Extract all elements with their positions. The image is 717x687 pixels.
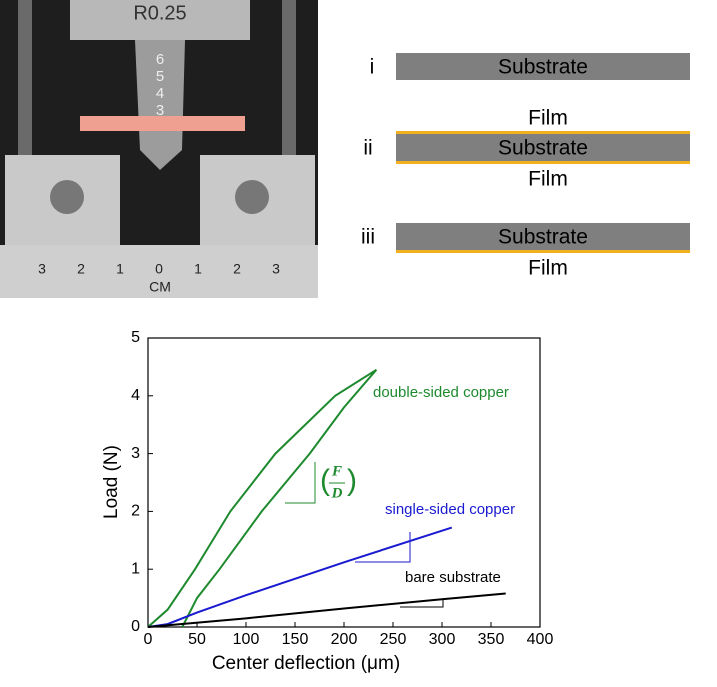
x-tick-label: 350: [478, 631, 505, 648]
slope-paren: (: [320, 464, 330, 497]
slope-numerator: F: [331, 463, 342, 479]
film: [396, 131, 690, 134]
film: [396, 161, 690, 164]
substrate: [396, 53, 690, 80]
y-tick-label: 2: [131, 503, 140, 520]
photo-screw: [50, 180, 84, 214]
photo-head: [70, 0, 250, 40]
ruler-label: 1: [194, 261, 202, 277]
y-tick-label: 5: [131, 329, 140, 346]
film-label: Film: [528, 107, 568, 130]
ruler-label: 1: [116, 261, 124, 277]
series-line: [147, 592, 506, 628]
x-tick-label: 300: [429, 631, 456, 648]
substrate-label: Substrate: [498, 56, 588, 79]
slope-denominator: D: [331, 485, 343, 501]
ruler-label: 3: [38, 261, 46, 277]
y-tick-label: 4: [131, 387, 140, 404]
photo-label: CM: [149, 279, 171, 295]
x-tick-label: 50: [188, 631, 206, 648]
x-tick-label: 200: [331, 631, 358, 648]
photo-tip: [135, 40, 185, 170]
y-tick-label: 0: [131, 618, 140, 635]
substrate: [396, 223, 690, 250]
film-label: Film: [528, 257, 568, 280]
photo-label: 5: [156, 68, 164, 85]
substrate-label: Substrate: [498, 226, 588, 249]
x-tick-label: 250: [380, 631, 407, 648]
ruler-label: 0: [155, 261, 163, 277]
diagram: i Substrate Film ii Substrate Film iii S…: [361, 53, 690, 280]
x-tick-label: 0: [144, 631, 153, 648]
y-axis-label: Load (N): [101, 445, 122, 519]
ruler-label: 2: [77, 261, 85, 277]
ruler-label: 2: [233, 261, 241, 277]
y-tick-label: 1: [131, 560, 140, 577]
layer-label: ii: [363, 137, 372, 160]
photo-screw: [235, 180, 269, 214]
photo-label: 6: [156, 51, 164, 68]
slope-triangle: [400, 600, 444, 608]
x-tick-label: 150: [282, 631, 309, 648]
substrate: [396, 134, 690, 161]
photo-label: 4: [156, 85, 164, 102]
photo-ruler: [0, 245, 318, 298]
film-label: Film: [528, 168, 568, 191]
series-label: bare substrate: [405, 569, 501, 586]
x-tick-label: 400: [527, 631, 554, 648]
x-tick-label: 100: [233, 631, 260, 648]
slope-triangle: [285, 462, 316, 504]
ruler-label: 3: [272, 261, 280, 277]
slope-paren: ): [347, 464, 357, 497]
slope-triangle: [355, 532, 411, 563]
series-line: [147, 368, 378, 628]
series-label: double-sided copper: [373, 384, 509, 401]
photo: R0.25 6 5 4 3 CM: [0, 0, 318, 298]
film: [396, 250, 690, 253]
series-label: single-sided copper: [385, 501, 515, 518]
layer-label: iii: [361, 226, 375, 249]
photo-sample: [80, 116, 245, 131]
substrate-label: Substrate: [498, 137, 588, 160]
photo-label: 3: [156, 102, 164, 119]
x-axis-label: Center deflection (μm): [212, 653, 400, 674]
layer-label: i: [370, 56, 375, 79]
photo-label: R0.25: [133, 2, 186, 24]
y-tick-label: 3: [131, 445, 140, 462]
